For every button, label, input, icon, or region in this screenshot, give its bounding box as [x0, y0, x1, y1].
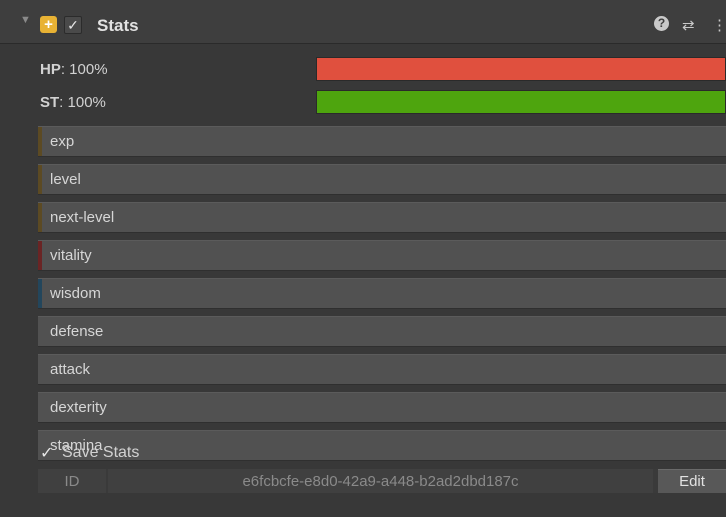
stat-item-stamina[interactable]: stamina [38, 430, 726, 461]
stat-item-vitality[interactable]: vitality [38, 240, 726, 271]
stat-item-dexterity[interactable]: dexterity [38, 392, 726, 423]
stat-accent [38, 127, 42, 156]
component-icon: + [40, 16, 57, 33]
save-stats-label: Save Stats [62, 444, 140, 461]
st-bar-fill [317, 91, 725, 113]
stat-name: exp [50, 133, 75, 150]
stat-item-next-level[interactable]: next-level [38, 202, 726, 233]
st-label: ST: 100% [40, 94, 106, 111]
foldout-arrow-icon[interactable]: ▼ [20, 14, 31, 26]
stat-name: defense [50, 323, 104, 340]
component-title: Stats [97, 16, 139, 35]
hp-bar-row: HP: 100% [0, 57, 726, 83]
stat-item-exp[interactable]: exp [38, 126, 726, 157]
id-value-field: e6fcbcfe-e8d0-42a9-a448-b2ad2dbd187c [108, 469, 653, 493]
stat-list: exp level next-level vitality wisdom def… [38, 126, 726, 468]
stat-accent [38, 393, 42, 422]
stat-accent [38, 279, 42, 308]
stat-name: vitality [50, 247, 92, 264]
hp-label: HP: 100% [40, 61, 108, 78]
component-enabled-checkbox[interactable]: ✓ [64, 16, 82, 34]
stat-name: level [50, 171, 81, 188]
stat-name: wisdom [50, 285, 101, 302]
id-row: ID e6fcbcfe-e8d0-42a9-a448-b2ad2dbd187c … [38, 469, 726, 493]
stat-accent [38, 241, 42, 270]
stat-item-defense[interactable]: defense [38, 316, 726, 347]
hp-bar [316, 57, 726, 81]
context-menu-icon[interactable]: ⋮ [712, 17, 726, 34]
help-icon[interactable]: ? [654, 16, 669, 31]
stat-item-attack[interactable]: attack [38, 354, 726, 385]
stat-accent [38, 431, 42, 460]
stat-item-wisdom[interactable]: wisdom [38, 278, 726, 309]
save-stats-checkbox[interactable]: ✓ [40, 445, 54, 462]
stat-name: stamina [50, 437, 103, 454]
stat-accent [38, 203, 42, 232]
hp-bar-fill [317, 58, 725, 80]
stat-item-level[interactable]: level [38, 164, 726, 195]
edit-button[interactable]: Edit [658, 469, 726, 493]
stat-name: attack [50, 361, 91, 378]
stat-accent [38, 355, 42, 384]
st-bar [316, 90, 726, 114]
stat-name: dexterity [50, 399, 107, 416]
st-bar-row: ST: 100% [0, 90, 726, 116]
stat-name: next-level [50, 209, 115, 226]
component-header: ▼ + ✓ Stats ? ⇄ ⋮ [0, 0, 726, 44]
presets-icon[interactable]: ⇄ [682, 17, 695, 34]
stat-accent [38, 317, 42, 346]
stat-accent [38, 165, 42, 194]
id-label: ID [38, 469, 106, 493]
